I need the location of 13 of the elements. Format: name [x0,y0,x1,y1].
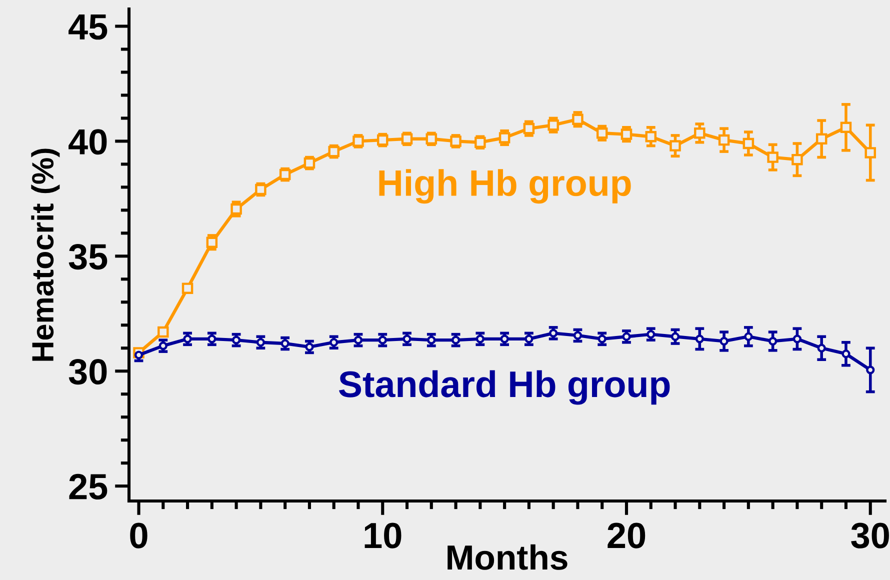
x-tick-label: 30 [851,522,889,548]
series-label: High Hb group [379,169,631,204]
x-tick-label: 20 [608,522,646,548]
y-tick-label: 40 [68,129,107,155]
x-axis-title: Months [448,544,568,570]
y-tick-label: 45 [68,14,108,40]
y-tick-label: 30 [68,358,107,385]
x-tick-label: 10 [364,522,402,548]
y-tick-label: 25 [69,474,108,500]
y-tick-label: 35 [68,244,108,270]
y-axis-title: Hematocrit (%) [31,148,60,361]
series-label: Standard Hb group [338,370,670,405]
x-tick-label: 0 [130,522,148,548]
